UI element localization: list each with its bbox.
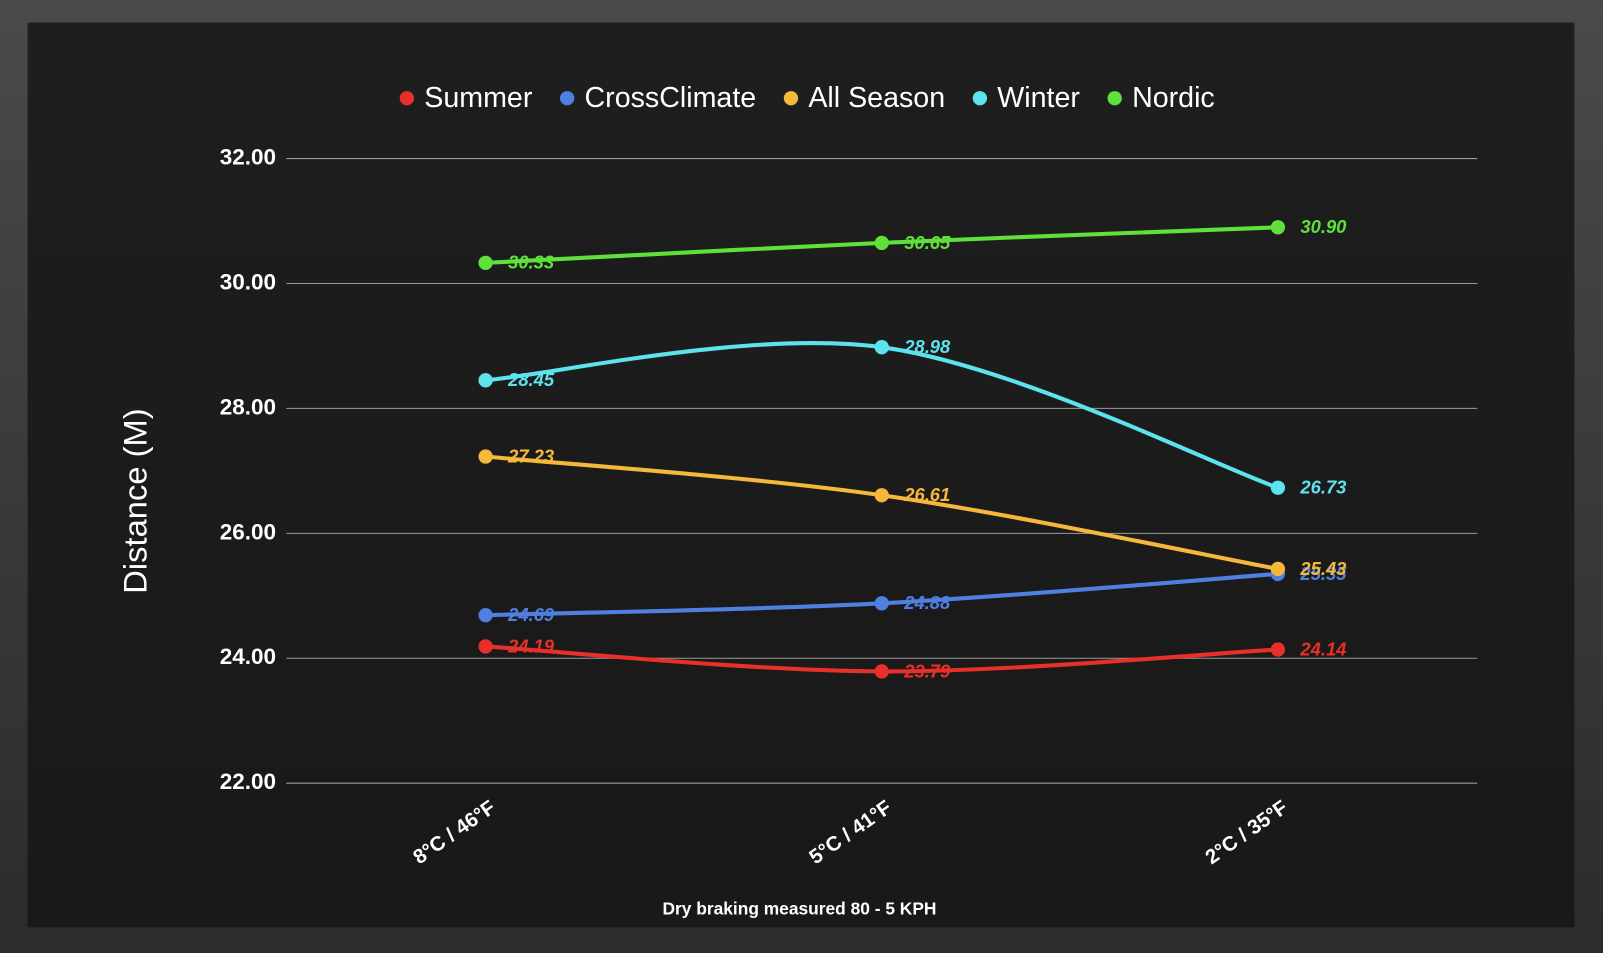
data-label: 26.61 bbox=[903, 484, 950, 505]
legend-label: Summer bbox=[424, 82, 533, 114]
data-label: 25.43 bbox=[1299, 558, 1347, 579]
data-label: 30.65 bbox=[904, 232, 951, 253]
data-point bbox=[1270, 642, 1286, 657]
data-label: 28.45 bbox=[507, 369, 555, 390]
y-tick-label: 28.00 bbox=[220, 394, 276, 419]
data-point bbox=[874, 596, 889, 611]
y-tick-label: 30.00 bbox=[220, 269, 276, 294]
legend-label: Nordic bbox=[1132, 82, 1215, 114]
data-label: 25.35 bbox=[1299, 563, 1347, 584]
data-point bbox=[1270, 561, 1286, 577]
y-tick-label: 24.00 bbox=[220, 644, 276, 669]
legend-marker bbox=[783, 91, 799, 106]
y-tick-label: 22.00 bbox=[220, 769, 276, 794]
data-point bbox=[478, 449, 493, 464]
data-point bbox=[874, 340, 889, 355]
data-label: 27.23 bbox=[507, 445, 555, 466]
chart-panel bbox=[27, 22, 1575, 928]
legend-marker bbox=[399, 91, 415, 106]
legend-marker bbox=[559, 91, 575, 106]
data-label: 24.69 bbox=[507, 604, 555, 625]
legend-label: CrossClimate bbox=[585, 82, 757, 114]
data-label: 30.90 bbox=[1300, 216, 1347, 237]
legend-marker bbox=[1107, 91, 1122, 106]
y-tick-label: 26.00 bbox=[220, 519, 276, 544]
data-point bbox=[478, 255, 493, 271]
y-tick-label: 32.00 bbox=[220, 144, 276, 169]
data-label: 24.14 bbox=[1299, 638, 1346, 659]
data-point bbox=[874, 664, 889, 679]
data-label: 24.88 bbox=[903, 592, 951, 613]
data-label: 28.98 bbox=[903, 336, 951, 357]
data-label: 26.73 bbox=[1299, 477, 1347, 498]
data-point bbox=[478, 608, 493, 623]
data-label: 23.79 bbox=[903, 660, 951, 681]
legend: Summer CrossClimate All Season Winter Nordic bbox=[399, 82, 1215, 114]
legend-label: All Season bbox=[808, 82, 945, 114]
data-point bbox=[874, 235, 889, 251]
data-point bbox=[478, 639, 493, 654]
data-point bbox=[1270, 480, 1286, 495]
legend-marker bbox=[972, 91, 988, 106]
x-axis-label: Dry braking measured 80 - 5 KPH bbox=[662, 899, 936, 919]
data-label: 24.19 bbox=[507, 635, 555, 656]
data-point bbox=[874, 488, 889, 503]
y-axis-label: Distance (M) bbox=[117, 408, 154, 593]
data-point bbox=[1270, 220, 1286, 235]
legend-label: Winter bbox=[997, 82, 1080, 114]
data-label: 30.33 bbox=[508, 252, 555, 273]
data-point bbox=[478, 373, 493, 388]
